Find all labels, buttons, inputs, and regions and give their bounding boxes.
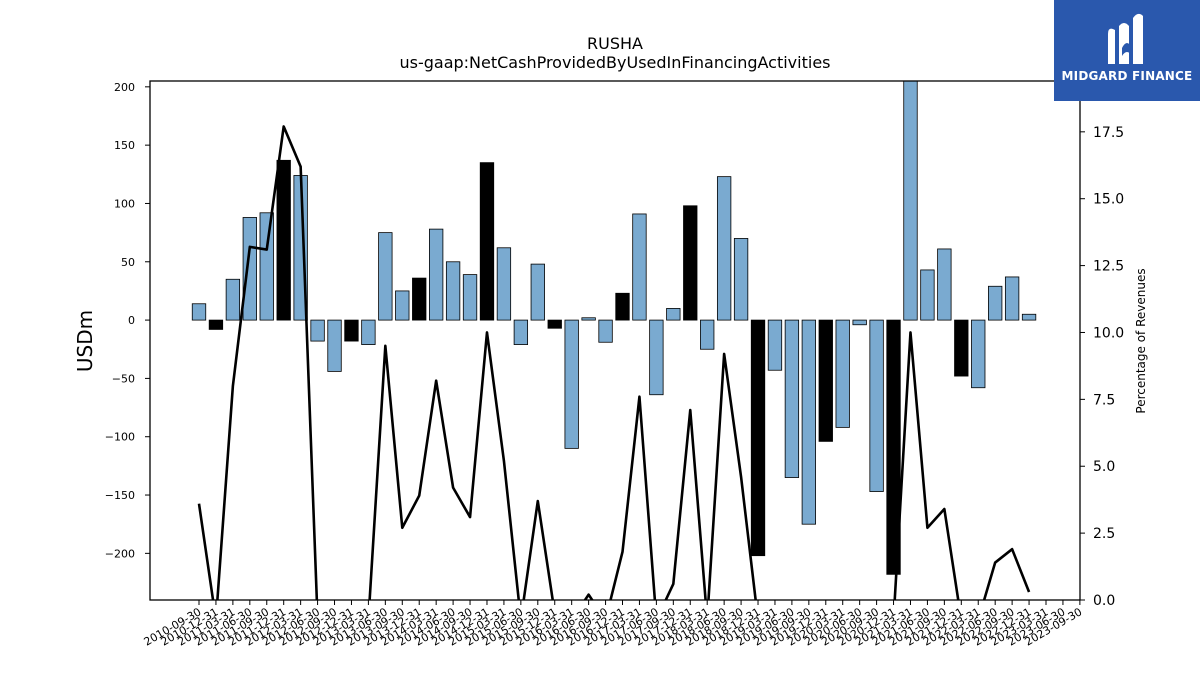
bar-2016-03-31 [564, 319, 579, 449]
bar-2020-03-31 [835, 319, 850, 428]
y2-tick-label: 2.5 [1093, 526, 1115, 542]
bar-2010-12-31 [208, 319, 224, 330]
bar-2015-09-30 [530, 263, 545, 321]
bar-2012-12-31 [344, 319, 359, 342]
bar-2019-06-30 [784, 319, 800, 478]
bar-2013-12-31 [412, 277, 427, 321]
bar-2018-12-31 [750, 319, 766, 557]
y-tick-label: 0 [128, 314, 135, 327]
y-tick-label: 50 [121, 256, 135, 269]
y2-tick-label: 7.5 [1093, 392, 1115, 408]
bar-2022-06-30 [988, 285, 1003, 321]
bar-2014-09-30 [462, 274, 478, 321]
secondary-y-axis-label: Percentage of Revenues [1134, 268, 1148, 413]
bar-2010-09-30 [191, 303, 207, 321]
y-tick-label: 100 [114, 197, 135, 210]
y-axis-label: USDm [73, 310, 97, 372]
y-tick-label: −150 [105, 489, 135, 502]
brand-logo: MIDGARD FINANCE [1054, 0, 1200, 101]
bar-2020-06-30 [852, 319, 867, 326]
y2-tick-label: 10.0 [1093, 325, 1124, 341]
y2-tick-label: 5.0 [1093, 459, 1115, 475]
bar-2018-06-30 [716, 176, 732, 321]
plot-frame [149, 80, 1081, 601]
bar-2017-03-31 [632, 213, 647, 321]
y-tick-label: 150 [114, 139, 135, 152]
brand-name: MIDGARD FINANCE [1061, 69, 1193, 83]
axes-layer: −200 −150 −100 −50 0 50 100 150 200 0.0 2.5 5.0 7.5 1… [105, 80, 1124, 649]
y2-tick-label: 15.0 [1093, 192, 1124, 208]
bar-2020-09-30 [869, 319, 884, 492]
bar-2011-06-30 [242, 217, 257, 321]
bar-2022-09-30 [1004, 276, 1020, 321]
bar-2013-03-31 [361, 319, 376, 345]
bar-2019-09-30 [801, 319, 816, 525]
bar-2016-12-31 [615, 292, 630, 321]
y-tick-label: 200 [114, 81, 135, 94]
chart-subtitle: us-gaap:NetCashProvidedByUsedInFinancing… [399, 53, 830, 72]
bar-2018-03-31 [700, 319, 715, 350]
y2-tick-label: 12.5 [1093, 259, 1124, 275]
bar-2015-06-30 [513, 319, 529, 345]
y-tick-label: −200 [105, 547, 135, 560]
bar-2021-09-30 [937, 248, 952, 321]
percentage-of-revenues-line [197, 125, 1031, 600]
bar-2011-09-30 [259, 212, 274, 321]
bar-2011-12-31 [276, 159, 291, 321]
bar-2015-03-31 [496, 247, 512, 321]
bar-2019-12-31 [818, 319, 833, 442]
bar-2015-12-31 [547, 319, 562, 329]
bar-2014-06-30 [445, 261, 461, 321]
bar-2016-06-30 [581, 317, 596, 321]
bar-2020-12-31 [886, 319, 901, 575]
bar-2016-09-30 [598, 319, 613, 343]
bar-2012-06-30 [310, 319, 325, 342]
bar-2014-03-31 [429, 228, 444, 321]
bar-2018-09-30 [733, 238, 749, 321]
bar-2012-09-30 [327, 319, 342, 372]
bar-2021-06-30 [920, 269, 935, 321]
bar-2017-12-31 [683, 205, 698, 321]
bar-2013-06-30 [378, 232, 393, 321]
chart-title: RUSHA [587, 34, 643, 53]
y-tick-label: −100 [105, 431, 135, 444]
midgard-logo-icon [1108, 13, 1143, 65]
bar-2014-12-31 [479, 162, 495, 321]
bar-2011-03-31 [225, 278, 241, 321]
bar-2017-09-30 [666, 308, 681, 321]
bar-2013-09-30 [395, 290, 410, 321]
y2-tick-label: 0.0 [1093, 593, 1115, 609]
line-layer [197, 125, 1031, 600]
y2-tick-label: 17.5 [1093, 125, 1124, 141]
bar-2017-06-30 [649, 319, 664, 396]
y-tick-label: −50 [112, 372, 135, 385]
bar-2021-03-31 [903, 80, 918, 321]
bar-2019-03-31 [767, 319, 783, 371]
bar-2022-12-31 [1021, 313, 1037, 321]
bar-2022-03-31 [971, 319, 986, 389]
bar-2021-12-31 [954, 319, 969, 377]
bars-layer [191, 80, 1037, 575]
